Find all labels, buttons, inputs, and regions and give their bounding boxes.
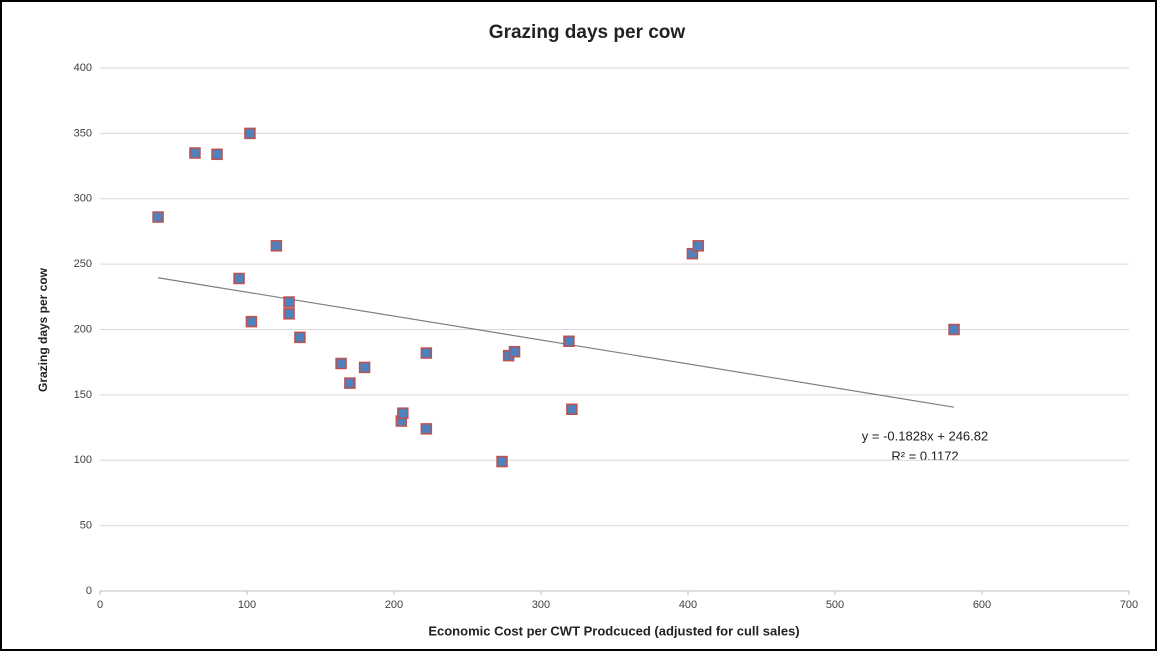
x-tick-label: 100: [238, 599, 256, 611]
marker: [211, 148, 223, 161]
marker: [233, 272, 245, 285]
marker: [420, 347, 433, 359]
y-tick-label: 0: [86, 585, 92, 597]
marker: [397, 407, 409, 419]
y-tick-label: 350: [74, 127, 92, 139]
y-axis-label: Grazing days per cow: [36, 267, 50, 392]
marker: [344, 377, 356, 389]
marker: [496, 455, 508, 468]
y-tick-label: 200: [74, 323, 92, 335]
y-tick-label: 400: [74, 62, 92, 74]
equation-label: y = -0.1828x + 246.82: [862, 428, 988, 443]
marker: [283, 296, 295, 308]
y-tick-label: 100: [74, 454, 92, 466]
x-tick-label: 0: [97, 599, 103, 611]
r-squared-label: R² = 0.1172: [891, 448, 958, 463]
marker: [283, 308, 295, 320]
marker: [358, 361, 371, 374]
x-tick-label: 500: [826, 599, 844, 611]
x-tick-label: 600: [973, 599, 991, 611]
marker: [294, 331, 306, 344]
marker: [563, 335, 575, 348]
marker: [948, 323, 960, 336]
marker: [692, 240, 705, 252]
y-tick-label: 150: [74, 389, 92, 401]
marker: [566, 403, 578, 416]
marker: [335, 357, 347, 370]
x-axis-label: Economic Cost per CWT Prodcuced (adjuste…: [428, 623, 799, 638]
marker: [152, 211, 164, 223]
marker: [270, 240, 283, 252]
marker: [420, 423, 433, 435]
marker: [244, 127, 256, 140]
marker: [245, 315, 258, 328]
marker: [189, 147, 201, 159]
chart-title: Grazing days per cow: [489, 22, 686, 43]
x-tick-label: 400: [679, 599, 697, 611]
marker: [508, 345, 521, 358]
y-tick-label: 50: [80, 520, 92, 532]
y-tick-label: 250: [74, 258, 92, 270]
x-tick-label: 200: [385, 599, 403, 611]
y-tick-label: 300: [74, 193, 92, 205]
marker: [686, 247, 699, 260]
x-tick-label: 300: [532, 599, 550, 611]
x-tick-label: 700: [1120, 599, 1138, 611]
